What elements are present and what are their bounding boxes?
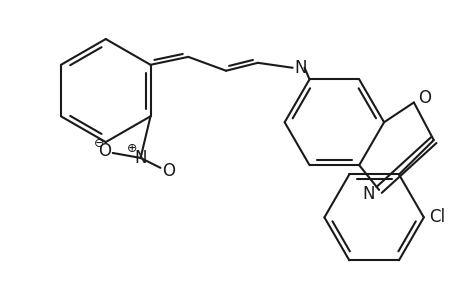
Text: O: O (162, 162, 175, 180)
Text: O: O (98, 142, 111, 160)
Text: N: N (362, 185, 374, 203)
Text: O: O (417, 89, 430, 107)
Text: ⊕: ⊕ (127, 142, 138, 154)
Text: N: N (134, 149, 146, 167)
Text: ⊖: ⊖ (93, 136, 104, 150)
Text: Cl: Cl (428, 208, 444, 226)
Text: N: N (294, 59, 307, 77)
